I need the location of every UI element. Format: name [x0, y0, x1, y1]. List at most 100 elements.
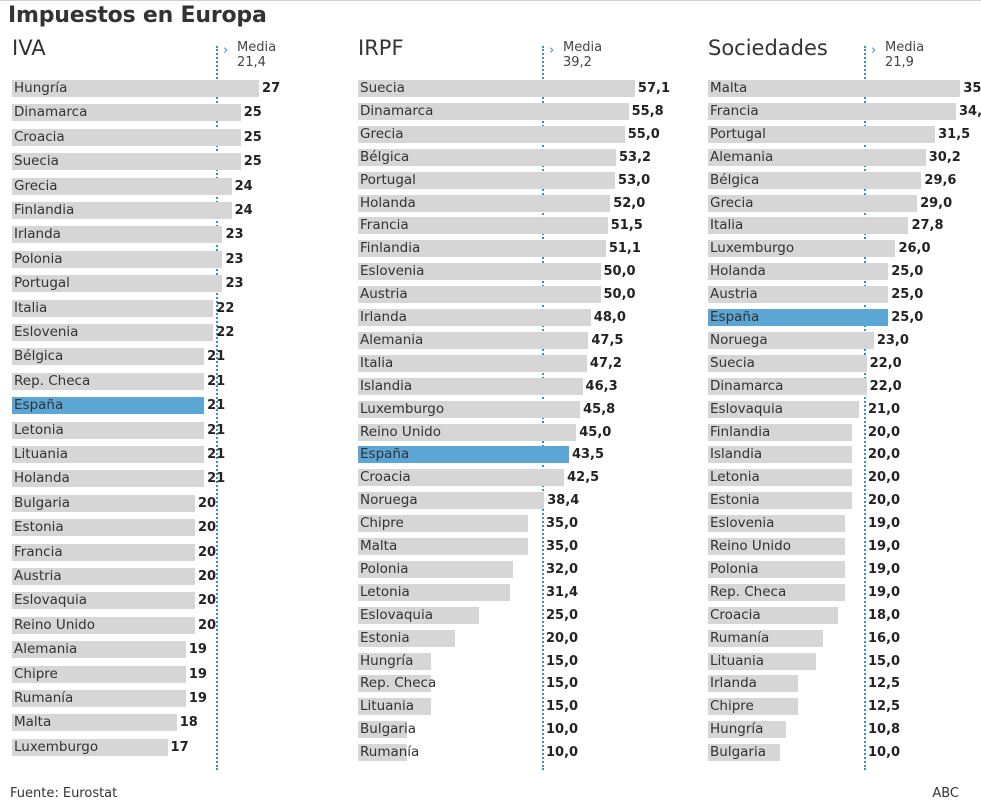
bar-row-iva-irlanda: Irlanda 23 — [10, 226, 310, 244]
value-label: 45,0 — [579, 424, 612, 440]
value-label: 21 — [207, 373, 226, 389]
bar — [358, 125, 625, 143]
value-label: 10,8 — [868, 722, 901, 738]
bar — [708, 675, 799, 693]
category-label: Hungría — [360, 652, 414, 669]
media-value: 21,4 — [237, 55, 266, 70]
category-label: Letonia — [360, 583, 410, 600]
bar — [358, 515, 528, 533]
category-label: Estonia — [14, 519, 64, 536]
chevron-right-icon: › — [549, 43, 555, 58]
category-label: Austria — [14, 568, 62, 584]
bar-row-irpf-bulgaria: Bulgaria 10,0 — [356, 721, 656, 739]
category-label: Croacia — [710, 606, 761, 623]
bar — [358, 377, 583, 395]
bar — [708, 217, 909, 235]
category-label: Rep. Checa — [360, 675, 437, 692]
category-label: Finlandia — [360, 240, 421, 257]
brand-label: ABC — [932, 786, 959, 801]
value-label: 50,0 — [603, 264, 636, 280]
bar — [708, 469, 853, 487]
value-label: 25,0 — [891, 287, 924, 303]
value-label: 17 — [170, 739, 189, 755]
source-note: Fuente: Eurostat — [10, 786, 118, 801]
category-label: Rumanía — [14, 690, 74, 706]
value-label: 53,0 — [618, 172, 651, 188]
value-label: 19 — [188, 642, 207, 658]
bar-row-sociedades-espana: España 25,0 — [706, 309, 976, 326]
bar-row-sociedades-reino-unido: Reino Unido 19,0 — [706, 538, 976, 555]
value-label: 48,0 — [593, 310, 626, 325]
category-label: Francia — [360, 217, 409, 234]
category-label: Croacia — [14, 128, 65, 145]
value-label: 31,5 — [938, 126, 971, 142]
category-label: Lituania — [360, 698, 414, 715]
category-label: Eslovaquia — [710, 400, 783, 417]
bar — [708, 309, 889, 326]
category-label: Dinamarca — [360, 102, 434, 119]
value-label: 38,4 — [547, 493, 580, 509]
bar-row-sociedades-malta: Malta 35,0 — [706, 80, 981, 97]
value-label: 23 — [225, 227, 244, 243]
bar-row-irpf-portugal: Portugal 53,0 — [356, 171, 656, 189]
value-label: 20 — [198, 593, 217, 609]
bar — [12, 446, 205, 463]
bar-row-iva-austria: Austria 20 — [10, 568, 310, 585]
category-label: Rumanía — [360, 744, 420, 761]
bar-row-irpf-hungria: Hungría 15,0 — [356, 652, 656, 670]
bar-row-sociedades-dinamarca: Dinamarca 22,0 — [706, 377, 976, 395]
value-label: 20 — [198, 544, 217, 560]
bar-row-sociedades-islandia: Islandia 20,0 — [706, 446, 976, 464]
bar — [358, 423, 577, 441]
category-label: Rep. Checa — [710, 583, 787, 600]
category-label: Malta — [360, 538, 398, 554]
value-label: 50,0 — [603, 287, 636, 303]
iva-media-label: Media 21,4 — [237, 40, 276, 70]
value-label: 21 — [207, 447, 226, 462]
bar-row-iva-suecia: Suecia 25 — [10, 153, 310, 171]
value-label: 22 — [216, 300, 235, 316]
value-label: 20 — [198, 495, 217, 511]
bar-row-iva-malta: Malta 18 — [10, 714, 310, 732]
value-label: 22,0 — [869, 378, 902, 394]
category-label: Polonia — [14, 250, 63, 267]
bar — [12, 641, 186, 659]
value-label: 23 — [225, 251, 244, 267]
bar-row-sociedades-rumania: Rumanía 16,0 — [706, 629, 976, 647]
bar-row-sociedades-irlanda: Irlanda 12,5 — [706, 675, 976, 693]
chevron-right-icon: › — [871, 43, 877, 58]
bar-row-irpf-italia: Italia 47,2 — [356, 354, 656, 372]
value-label: 21,0 — [868, 401, 901, 417]
category-label: Bulgaria — [360, 721, 416, 738]
value-label: 47,5 — [591, 332, 624, 348]
value-label: 10,0 — [546, 722, 579, 738]
value-label: 22 — [216, 325, 235, 340]
bar-row-sociedades-grecia: Grecia 29,0 — [706, 194, 976, 212]
bar-row-sociedades-suecia: Suecia 22,0 — [706, 354, 976, 372]
category-label: Hungría — [14, 80, 68, 96]
bar — [358, 721, 407, 739]
value-label: 27,8 — [911, 218, 944, 234]
bar-row-iva-finlandia: Finlandia 24 — [10, 202, 310, 219]
value-label: 31,4 — [546, 584, 579, 600]
value-label: 21 — [207, 398, 226, 414]
bar-row-iva-rumania: Rumanía 19 — [10, 690, 310, 707]
bar — [708, 423, 853, 441]
category-label: Chipre — [14, 665, 58, 682]
category-label: Bélgica — [14, 348, 64, 365]
category-label: Portugal — [360, 171, 416, 188]
bar — [708, 698, 799, 716]
bar — [358, 171, 616, 189]
bar-row-iva-dinamarca: Dinamarca 25 — [10, 104, 310, 122]
value-label: 35,0 — [546, 516, 579, 532]
value-label: 20 — [198, 617, 217, 633]
bar — [708, 721, 786, 739]
category-label: Suecia — [14, 153, 59, 170]
value-label: 47,2 — [589, 355, 622, 371]
category-label: Noruega — [710, 331, 768, 348]
bar-row-iva-portugal: Portugal 23 — [10, 275, 310, 293]
bar — [708, 148, 926, 166]
bar — [708, 492, 853, 510]
value-label: 43,5 — [571, 447, 605, 463]
bar-row-iva-estonia: Estonia 20 — [10, 519, 310, 537]
